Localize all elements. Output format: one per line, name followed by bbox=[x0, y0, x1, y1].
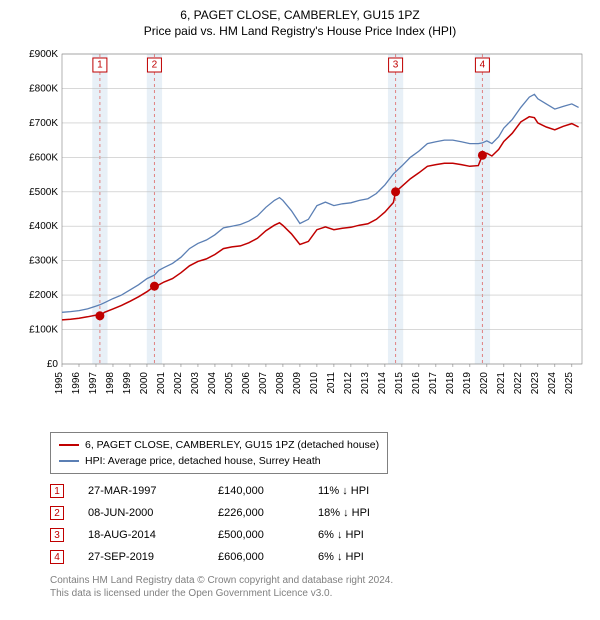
svg-text:1996: 1996 bbox=[71, 372, 82, 395]
svg-text:2023: 2023 bbox=[530, 372, 541, 395]
transaction-row: 2 08-JUN-2000£226,00018% ↓ HPI bbox=[50, 502, 588, 524]
svg-text:2012: 2012 bbox=[343, 372, 354, 395]
svg-text:2016: 2016 bbox=[411, 372, 422, 395]
svg-text:2: 2 bbox=[152, 60, 158, 71]
svg-text:1: 1 bbox=[97, 60, 103, 71]
svg-text:2010: 2010 bbox=[309, 372, 320, 395]
transaction-date: 27-SEP-2019 bbox=[88, 551, 218, 563]
transaction-number-box: 2 bbox=[50, 506, 64, 520]
footer-attribution: Contains HM Land Registry data © Crown c… bbox=[50, 574, 588, 600]
transaction-number-box: 1 bbox=[50, 484, 64, 498]
svg-text:2011: 2011 bbox=[326, 372, 337, 394]
svg-text:2007: 2007 bbox=[258, 372, 269, 395]
chart-title: 6, PAGET CLOSE, CAMBERLEY, GU15 1PZ Pric… bbox=[12, 8, 588, 38]
svg-text:2017: 2017 bbox=[428, 372, 439, 395]
svg-text:3: 3 bbox=[393, 60, 399, 71]
legend-label: HPI: Average price, detached house, Surr… bbox=[85, 455, 321, 467]
svg-text:1999: 1999 bbox=[122, 372, 133, 395]
svg-text:2018: 2018 bbox=[445, 372, 456, 395]
svg-text:2025: 2025 bbox=[564, 372, 575, 395]
transaction-price: £140,000 bbox=[218, 485, 318, 497]
svg-text:£600K: £600K bbox=[29, 152, 58, 163]
transaction-diff: 6% ↓ HPI bbox=[318, 551, 418, 563]
title-line-2: Price paid vs. HM Land Registry's House … bbox=[12, 24, 588, 38]
title-line-1: 6, PAGET CLOSE, CAMBERLEY, GU15 1PZ bbox=[12, 8, 588, 22]
legend-item: HPI: Average price, detached house, Surr… bbox=[59, 453, 379, 469]
transaction-price: £500,000 bbox=[218, 529, 318, 541]
transaction-date: 18-AUG-2014 bbox=[88, 529, 218, 541]
svg-text:£300K: £300K bbox=[29, 256, 58, 267]
price-chart: £0 £100K £200K £300K £400K £500K £600K £700K £80… bbox=[12, 44, 588, 424]
svg-text:2004: 2004 bbox=[207, 372, 218, 395]
transaction-row: 1 27-MAR-1997£140,00011% ↓ HPI bbox=[50, 480, 588, 502]
svg-text:2015: 2015 bbox=[394, 372, 405, 395]
transaction-date: 27-MAR-1997 bbox=[88, 485, 218, 497]
transaction-number-box: 3 bbox=[50, 528, 64, 542]
svg-text:2021: 2021 bbox=[496, 372, 507, 395]
transaction-row: 4 27-SEP-2019£606,0006% ↓ HPI bbox=[50, 546, 588, 568]
legend-swatch-red bbox=[59, 444, 79, 446]
legend-swatch-blue bbox=[59, 460, 79, 462]
svg-text:1998: 1998 bbox=[105, 372, 116, 395]
footer-line-2: This data is licensed under the Open Gov… bbox=[50, 587, 588, 600]
legend-label: 6, PAGET CLOSE, CAMBERLEY, GU15 1PZ (det… bbox=[85, 439, 379, 451]
svg-text:£100K: £100K bbox=[29, 325, 58, 336]
svg-text:2001: 2001 bbox=[156, 372, 167, 395]
svg-text:£400K: £400K bbox=[29, 221, 58, 232]
svg-text:2005: 2005 bbox=[224, 372, 235, 395]
transaction-row: 3 18-AUG-2014£500,0006% ↓ HPI bbox=[50, 524, 588, 546]
svg-text:2009: 2009 bbox=[292, 372, 303, 395]
svg-text:2000: 2000 bbox=[139, 372, 150, 395]
svg-text:2013: 2013 bbox=[360, 372, 371, 395]
svg-text:1997: 1997 bbox=[88, 372, 99, 395]
svg-text:2024: 2024 bbox=[547, 372, 558, 395]
svg-text:£200K: £200K bbox=[29, 290, 58, 301]
transaction-diff: 11% ↓ HPI bbox=[318, 485, 418, 497]
svg-text:2006: 2006 bbox=[241, 372, 252, 395]
svg-text:£700K: £700K bbox=[29, 118, 58, 129]
svg-text:£800K: £800K bbox=[29, 83, 58, 94]
transaction-table: 1 27-MAR-1997£140,00011% ↓ HPI 2 08-JUN-200… bbox=[50, 480, 588, 568]
svg-text:1995: 1995 bbox=[54, 372, 65, 395]
svg-text:2019: 2019 bbox=[462, 372, 473, 395]
svg-text:2022: 2022 bbox=[513, 372, 524, 395]
footer-line-1: Contains HM Land Registry data © Crown c… bbox=[50, 574, 588, 587]
svg-text:2003: 2003 bbox=[190, 372, 201, 395]
svg-text:2002: 2002 bbox=[173, 372, 184, 395]
svg-text:2008: 2008 bbox=[275, 372, 286, 395]
transaction-price: £606,000 bbox=[218, 551, 318, 563]
transaction-diff: 6% ↓ HPI bbox=[318, 529, 418, 541]
svg-text:£500K: £500K bbox=[29, 187, 58, 198]
transaction-date: 08-JUN-2000 bbox=[88, 507, 218, 519]
svg-text:£0: £0 bbox=[47, 359, 59, 370]
transaction-diff: 18% ↓ HPI bbox=[318, 507, 418, 519]
svg-text:4: 4 bbox=[480, 60, 486, 71]
svg-text:2014: 2014 bbox=[377, 372, 388, 395]
transaction-number-box: 4 bbox=[50, 550, 64, 564]
legend: 6, PAGET CLOSE, CAMBERLEY, GU15 1PZ (det… bbox=[50, 432, 388, 474]
transaction-price: £226,000 bbox=[218, 507, 318, 519]
legend-item: 6, PAGET CLOSE, CAMBERLEY, GU15 1PZ (det… bbox=[59, 437, 379, 453]
svg-text:2020: 2020 bbox=[479, 372, 490, 395]
svg-text:£900K: £900K bbox=[29, 49, 58, 60]
